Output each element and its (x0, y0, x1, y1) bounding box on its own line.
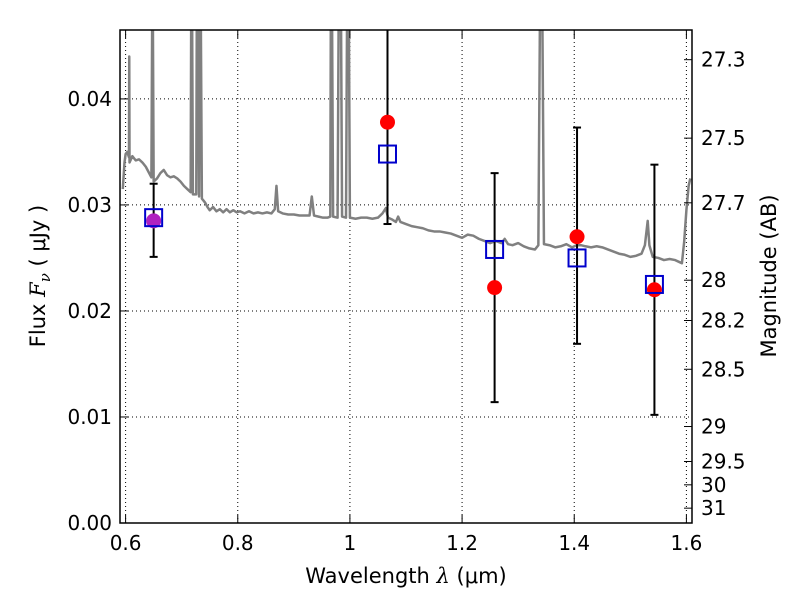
y-tick-label: 0.03 (67, 193, 112, 217)
magnitude-tick-label: 27.3 (701, 48, 746, 72)
model-spectrum (121, 30, 692, 265)
y-axis-title: Flux Fν ( μJy ) (26, 205, 54, 347)
magnitude-axis-title: Magnitude (AB) (757, 194, 781, 357)
error-bars (149, 30, 659, 416)
synthetic-point (485, 239, 505, 259)
y-tick-label: 0.00 (67, 511, 112, 535)
observed-point (646, 282, 662, 298)
y-tick-label: 0.04 (67, 87, 112, 111)
x-axis-title: Wavelength λ (μm) (305, 564, 506, 588)
x-tick-label: 1.2 (446, 531, 478, 555)
y-tick-label: 0.02 (67, 299, 112, 323)
grid (120, 30, 692, 524)
observed-point (569, 229, 585, 245)
observed-point (146, 213, 162, 229)
magnitude-tick-label: 27.7 (701, 191, 746, 215)
magnitude-tick-label: 29 (701, 415, 726, 439)
observed-points (146, 114, 662, 298)
synthetic-point (144, 208, 164, 228)
x-axis-ticks: 0.6 0.8 1 1.2 1.4 1.6 (110, 30, 702, 555)
observed-point (487, 280, 503, 296)
synthetic-point (567, 248, 587, 268)
x-tick-label: 0.8 (222, 531, 254, 555)
synthetic-points (144, 144, 664, 294)
observed-point (379, 114, 395, 130)
synthetic-point (644, 274, 664, 294)
magnitude-tick-label: 30 (701, 473, 726, 497)
magnitude-tick-label: 28 (701, 268, 726, 292)
axes (119, 29, 693, 524)
y-axis-ticks: 0.00 0.01 0.02 0.03 0.04 (67, 87, 128, 535)
magnitude-tick-label: 29.5 (701, 450, 746, 474)
magnitude-tick-label: 27.5 (701, 126, 746, 150)
magnitude-tick-label: 28.2 (701, 308, 746, 332)
model-spectrum-line (121, 30, 692, 265)
y-tick-label: 0.01 (67, 405, 112, 429)
magnitude-tick-label: 28.5 (701, 357, 746, 381)
x-tick-label: 1 (344, 531, 357, 555)
plot-frame (119, 29, 693, 524)
error-bar (383, 30, 392, 226)
x-tick-label: 1.6 (670, 531, 702, 555)
synthetic-point (377, 144, 397, 164)
x-tick-label: 1.4 (558, 531, 590, 555)
x-tick-label: 0.6 (110, 531, 142, 555)
magnitude-tick-label: 31 (701, 496, 726, 520)
